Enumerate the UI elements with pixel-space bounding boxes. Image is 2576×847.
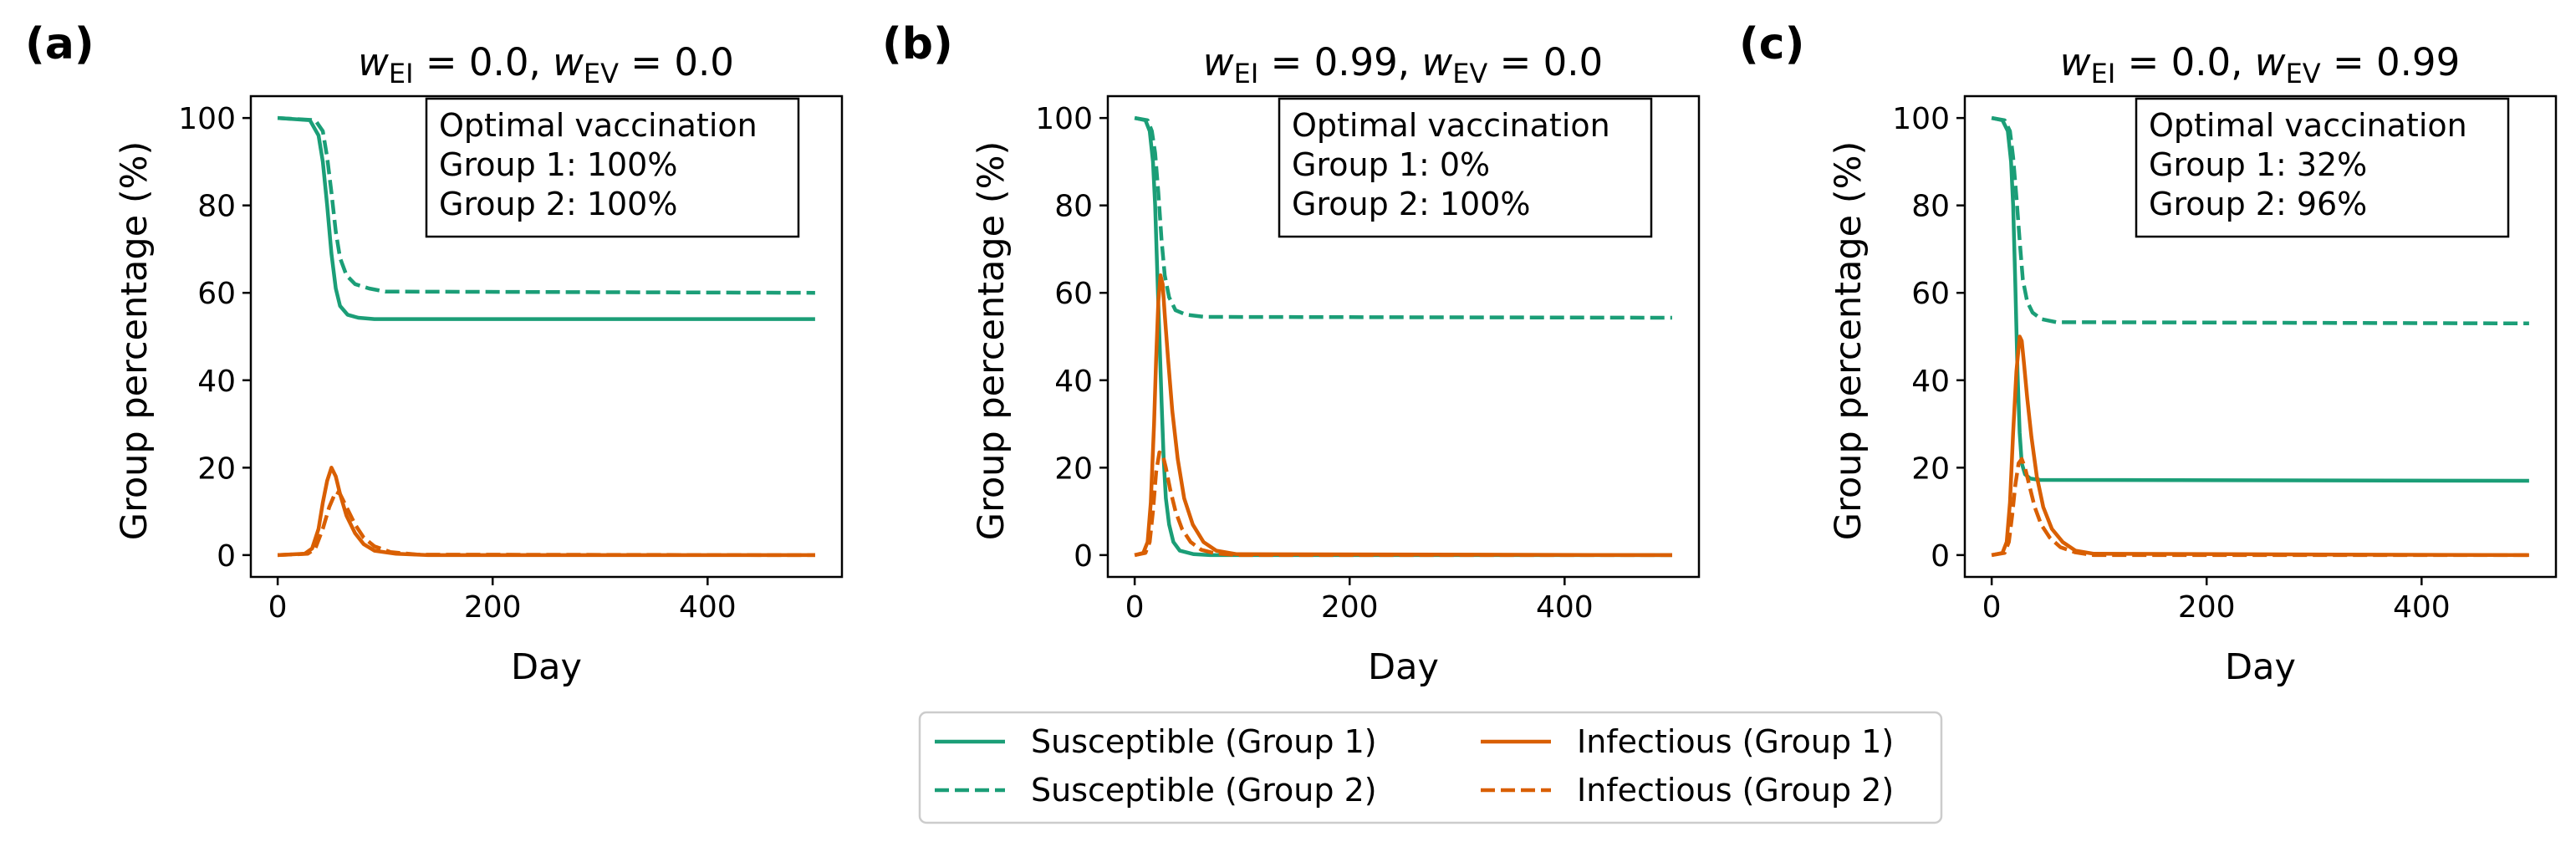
series-line-1: [277, 115, 815, 321]
y-tick-label: 60: [1911, 277, 1950, 311]
y-tick-label: 60: [1054, 277, 1093, 311]
legend-label: Susceptible (Group 2): [1031, 772, 1377, 809]
x-tick-label: 0: [1982, 590, 2002, 625]
panel-label: (b): [882, 19, 953, 69]
panel-b: 0 200 400 0 20 40 60 80 100 Day Group percentage (…: [882, 19, 1701, 688]
annotation-line: Optimal vaccination: [2149, 107, 2467, 144]
series-line-4: [1134, 450, 1672, 558]
legend-frame: [918, 711, 1943, 824]
y-axis-title: Group percentage (%): [1828, 141, 1870, 540]
y-tick-label: 100: [1892, 102, 1950, 136]
y-tick-label: 80: [1054, 190, 1093, 224]
y-tick-label: 0: [1074, 539, 1093, 574]
series-line-3: [1991, 334, 2529, 558]
panel-title: wEI = 0.0, wEV = 0.99: [2060, 40, 2460, 89]
panel-c: 0 200 400 0 20 40 60 80 100 Day Group percentage (…: [1739, 19, 2558, 688]
y-tick-label: 20: [197, 452, 236, 486]
x-tick-label: 200: [464, 590, 522, 625]
legend-label: Infectious (Group 2): [1577, 772, 1894, 809]
axes-frame: [249, 94, 844, 579]
y-tick-label: 60: [197, 277, 236, 311]
y-tick-label: 100: [1035, 102, 1093, 136]
y-tick-label: 0: [217, 539, 236, 574]
legend-label: Susceptible (Group 1): [1031, 723, 1377, 760]
y-tick-label: 80: [197, 190, 236, 224]
panel-title: wEI = 0.99, wEV = 0.0: [1203, 40, 1603, 89]
x-axis-title: Day: [1368, 646, 1439, 688]
series-line-2: [1134, 115, 1672, 320]
legend-label: Infectious (Group 1): [1577, 723, 1894, 760]
x-tick-label: 400: [679, 590, 737, 625]
y-tick-label: 40: [197, 365, 236, 399]
axes-frame: [1963, 94, 2558, 579]
series-line-1: [1134, 115, 1672, 558]
series-lines: [1991, 115, 2529, 558]
y-tick-label: 20: [1911, 452, 1950, 486]
legend: Susceptible (Group 1) Susceptible (Group …: [918, 711, 1943, 824]
panel-title: wEI = 0.0, wEV = 0.0: [358, 40, 734, 89]
x-axis-title: Day: [2225, 646, 2296, 688]
x-tick-label: 200: [2178, 590, 2236, 625]
series-lines: [1134, 115, 1672, 558]
annotation-line: Group 1: 32%: [2149, 146, 2367, 183]
y-tick-label: 100: [178, 102, 236, 136]
annotation-line: Optimal vaccination: [439, 107, 757, 144]
x-tick-label: 400: [2393, 590, 2451, 625]
y-tick-label: 40: [1911, 365, 1950, 399]
annotation-line: Group 2: 100%: [439, 186, 677, 222]
y-tick-label: 40: [1054, 365, 1093, 399]
series-line-3: [277, 466, 815, 558]
x-tick-label: 0: [268, 590, 288, 625]
annotation-box: [425, 97, 800, 238]
panel-a: 0 200 400 0 20 40 60 80 100 Day Group percentage (…: [25, 19, 844, 688]
y-axis-title: Group percentage (%): [114, 141, 156, 540]
panel-label: (c): [1739, 19, 1804, 69]
annotation-line: Group 2: 100%: [1292, 186, 1530, 222]
series-line-2: [1991, 115, 2529, 326]
panel-label: (a): [25, 19, 94, 69]
annotation-line: Optimal vaccination: [1292, 107, 1610, 144]
y-axis-title: Group percentage (%): [971, 141, 1013, 540]
series-lines: [277, 115, 815, 558]
axes-frame: [1106, 94, 1701, 579]
y-tick-label: 20: [1054, 452, 1093, 486]
y-tick-label: 0: [1931, 539, 1950, 574]
x-tick-label: 0: [1125, 590, 1145, 625]
series-line-4: [278, 489, 815, 558]
series-line-2: [277, 115, 815, 295]
annotation-box: [2135, 97, 2510, 238]
annotation-line: Group 1: 100%: [439, 146, 677, 183]
series-line-4: [1991, 457, 2529, 558]
annotation-line: Group 2: 96%: [2149, 186, 2367, 222]
x-tick-label: 200: [1321, 590, 1379, 625]
annotation-box: [1278, 97, 1653, 238]
annotation-line: Group 1: 0%: [1292, 146, 1490, 183]
x-tick-label: 400: [1536, 590, 1594, 625]
x-axis-title: Day: [511, 646, 582, 688]
y-tick-label: 80: [1911, 190, 1950, 224]
series-line-3: [1134, 273, 1672, 558]
